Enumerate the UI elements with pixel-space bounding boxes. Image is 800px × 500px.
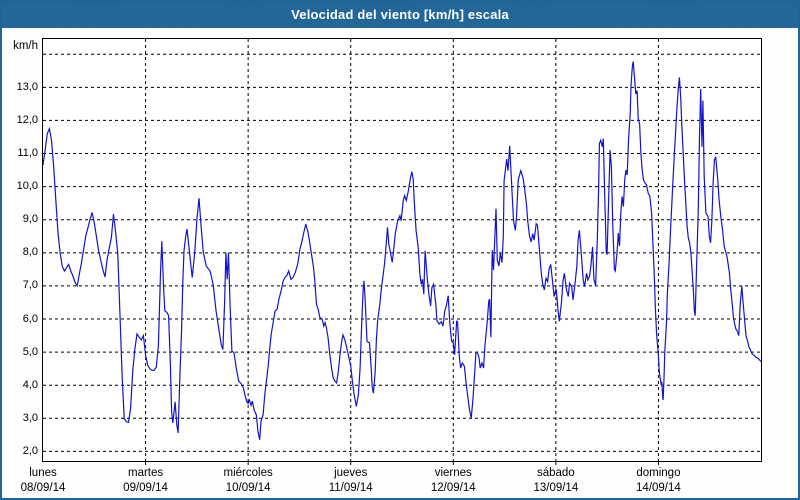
wind-speed-line — [42, 61, 762, 440]
y-tick-label: 6,0 — [22, 312, 38, 325]
x-day-label: sábado — [536, 467, 575, 479]
x-day-label: viernes — [434, 467, 472, 479]
y-tick-label: 9,0 — [22, 213, 38, 226]
plot-area — [42, 38, 762, 465]
y-tick-label: 11,0 — [17, 147, 38, 160]
x-date-label: 09/09/14 — [123, 482, 168, 494]
x-day-label: lunes — [29, 467, 57, 479]
y-tick-label: 7,0 — [22, 279, 38, 292]
page-title: Velocidad del viento [km/h] escala — [291, 7, 509, 22]
y-tick-label: 13,0 — [16, 80, 38, 93]
x-date-label: 12/09/14 — [430, 482, 476, 494]
y-tick-label: 3,0 — [22, 411, 38, 424]
y-tick-label: 12,0 — [16, 113, 38, 126]
x-date-label: 08/09/14 — [20, 482, 66, 494]
y-tick-label: 8,0 — [22, 246, 38, 259]
x-date-label: 11/09/14 — [328, 482, 373, 494]
title-bar: Velocidad del viento [km/h] escala — [2, 2, 798, 28]
x-day-label: jueves — [334, 467, 368, 479]
x-day-label: domingo — [636, 467, 681, 479]
x-date-label: 14/09/14 — [636, 482, 681, 494]
y-tick-label: 4,0 — [22, 378, 38, 391]
x-date-label: 13/09/14 — [533, 482, 579, 494]
chart-canvas — [42, 39, 762, 465]
x-day-label: martes — [127, 467, 164, 479]
x-day-label: miércoles — [223, 467, 273, 479]
x-date-label: 10/09/14 — [225, 482, 271, 494]
y-tick-label: 5,0 — [22, 345, 38, 358]
y-axis-unit-label: km/h — [13, 40, 38, 52]
y-tick-label: 10,0 — [16, 180, 38, 193]
y-tick-label: 2,0 — [22, 444, 38, 457]
